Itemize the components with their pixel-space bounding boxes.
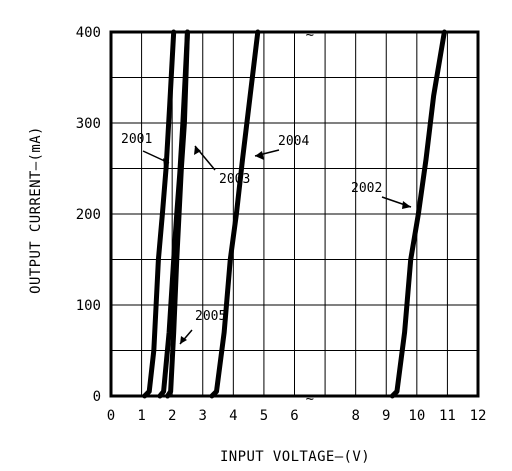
- plot-frame: [109, 30, 480, 398]
- y-axis-title: OUTPUT CURRENT–(mA): [28, 126, 44, 294]
- x-tick-label: 0: [107, 408, 115, 424]
- series-curve-2004: [209, 29, 261, 399]
- annotation-arrowhead-2005: [180, 336, 187, 344]
- x-axis-title: INPUT VOLTAGE–(V): [220, 449, 370, 465]
- x-tick-label: 10: [408, 408, 425, 424]
- series-group: [142, 29, 447, 399]
- y-tick-label: 100: [76, 298, 101, 314]
- x-tick-label: 8: [351, 408, 359, 424]
- y-tick-label: 0: [93, 389, 101, 405]
- x-tick-label: 4: [229, 408, 237, 424]
- series-annotations: 2001 2003 2005 2004 2002: [121, 132, 412, 345]
- x-tick-label: 12: [470, 408, 487, 424]
- x-tick-label: 2: [168, 408, 176, 424]
- axis-break-symbol-bottom: ≈: [306, 390, 314, 406]
- y-tick-label: 300: [76, 116, 101, 132]
- annotation-arrowhead-2001: [163, 158, 169, 166]
- annotation-label-2003: 2003: [219, 172, 250, 187]
- y-tick-label: 400: [76, 25, 101, 41]
- x-tick-label: 5: [260, 408, 268, 424]
- annotation-label-2002: 2002: [351, 181, 382, 196]
- annotation-label-2004: 2004: [278, 134, 309, 149]
- annotation-label-2005: 2005: [195, 309, 226, 324]
- x-tick-label: 1: [137, 408, 145, 424]
- annotation-label-2001: 2001: [121, 132, 152, 147]
- annotation-arrowhead-2004: [255, 151, 264, 160]
- x-tick-label: 9: [382, 408, 390, 424]
- axis-break-markers: ≈≈: [306, 26, 314, 406]
- y-tick-label: 200: [76, 207, 101, 223]
- series-curve-2002: [389, 29, 447, 399]
- series-curve-2001: [142, 29, 177, 399]
- x-tick-label: 6: [290, 408, 298, 424]
- annotation-arrowhead-2003: [194, 146, 201, 155]
- x-tick-label: 3: [199, 408, 207, 424]
- x-tick-label: 11: [439, 408, 456, 424]
- annotation-arrowhead-2002: [402, 201, 411, 209]
- axis-break-symbol-top: ≈: [306, 26, 314, 42]
- series-curve-2005: [165, 29, 190, 399]
